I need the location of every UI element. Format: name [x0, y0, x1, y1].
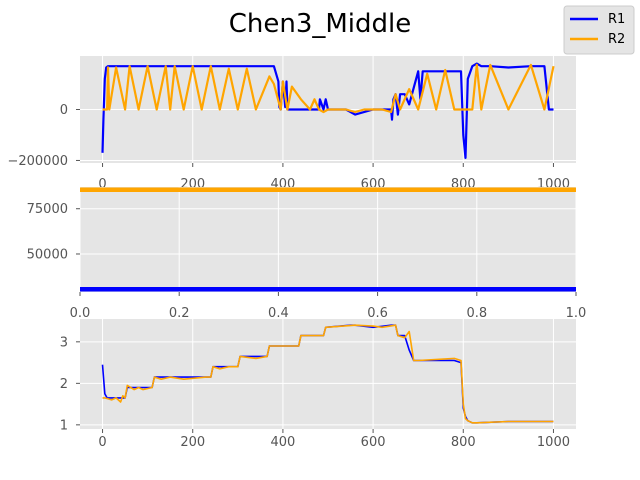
legend-label-r2: R2	[608, 32, 625, 47]
middle-panel: 0.0 0.2 0.4 0.6 0.8 1.0 50000 75000	[27, 187, 587, 321]
x-tick-label: 0.6	[367, 306, 388, 321]
plot-area	[80, 187, 576, 292]
y-tick-label: 3	[60, 335, 68, 350]
y-tick-label: 2	[60, 377, 68, 392]
x-tick-label: 200	[180, 435, 205, 450]
figure-title: Chen3_Middle	[229, 9, 412, 39]
x-tick-label: 600	[361, 435, 386, 450]
x-tick-label: 0	[98, 435, 106, 450]
x-tick-label: 1.0	[566, 306, 587, 321]
x-tick-label: 800	[451, 435, 476, 450]
x-tick-label: 0.8	[466, 306, 487, 321]
x-tick-label: 0.0	[70, 306, 91, 321]
plot-area	[80, 319, 576, 429]
y-tick-label: 0	[60, 103, 68, 118]
bottom-panel: 0 200 400 600 800 1000 1 2 3	[60, 319, 576, 450]
series-line-r2	[102, 324, 554, 424]
x-tick-label: 1000	[537, 435, 570, 450]
y-tick-label: 1	[60, 418, 68, 433]
legend-label-r1: R1	[608, 12, 625, 27]
y-tick-label: 75000	[27, 202, 68, 217]
x-tick-label: 0	[98, 177, 106, 192]
y-tick-label: 50000	[27, 247, 68, 262]
x-tick-label: 400	[270, 435, 295, 450]
series-line-r2	[102, 63, 555, 114]
x-tick-label: 0.2	[169, 306, 190, 321]
y-tick-label: −200000	[7, 154, 68, 169]
x-tick-label: 0.4	[268, 306, 289, 321]
legend: R1 R2	[563, 5, 635, 55]
